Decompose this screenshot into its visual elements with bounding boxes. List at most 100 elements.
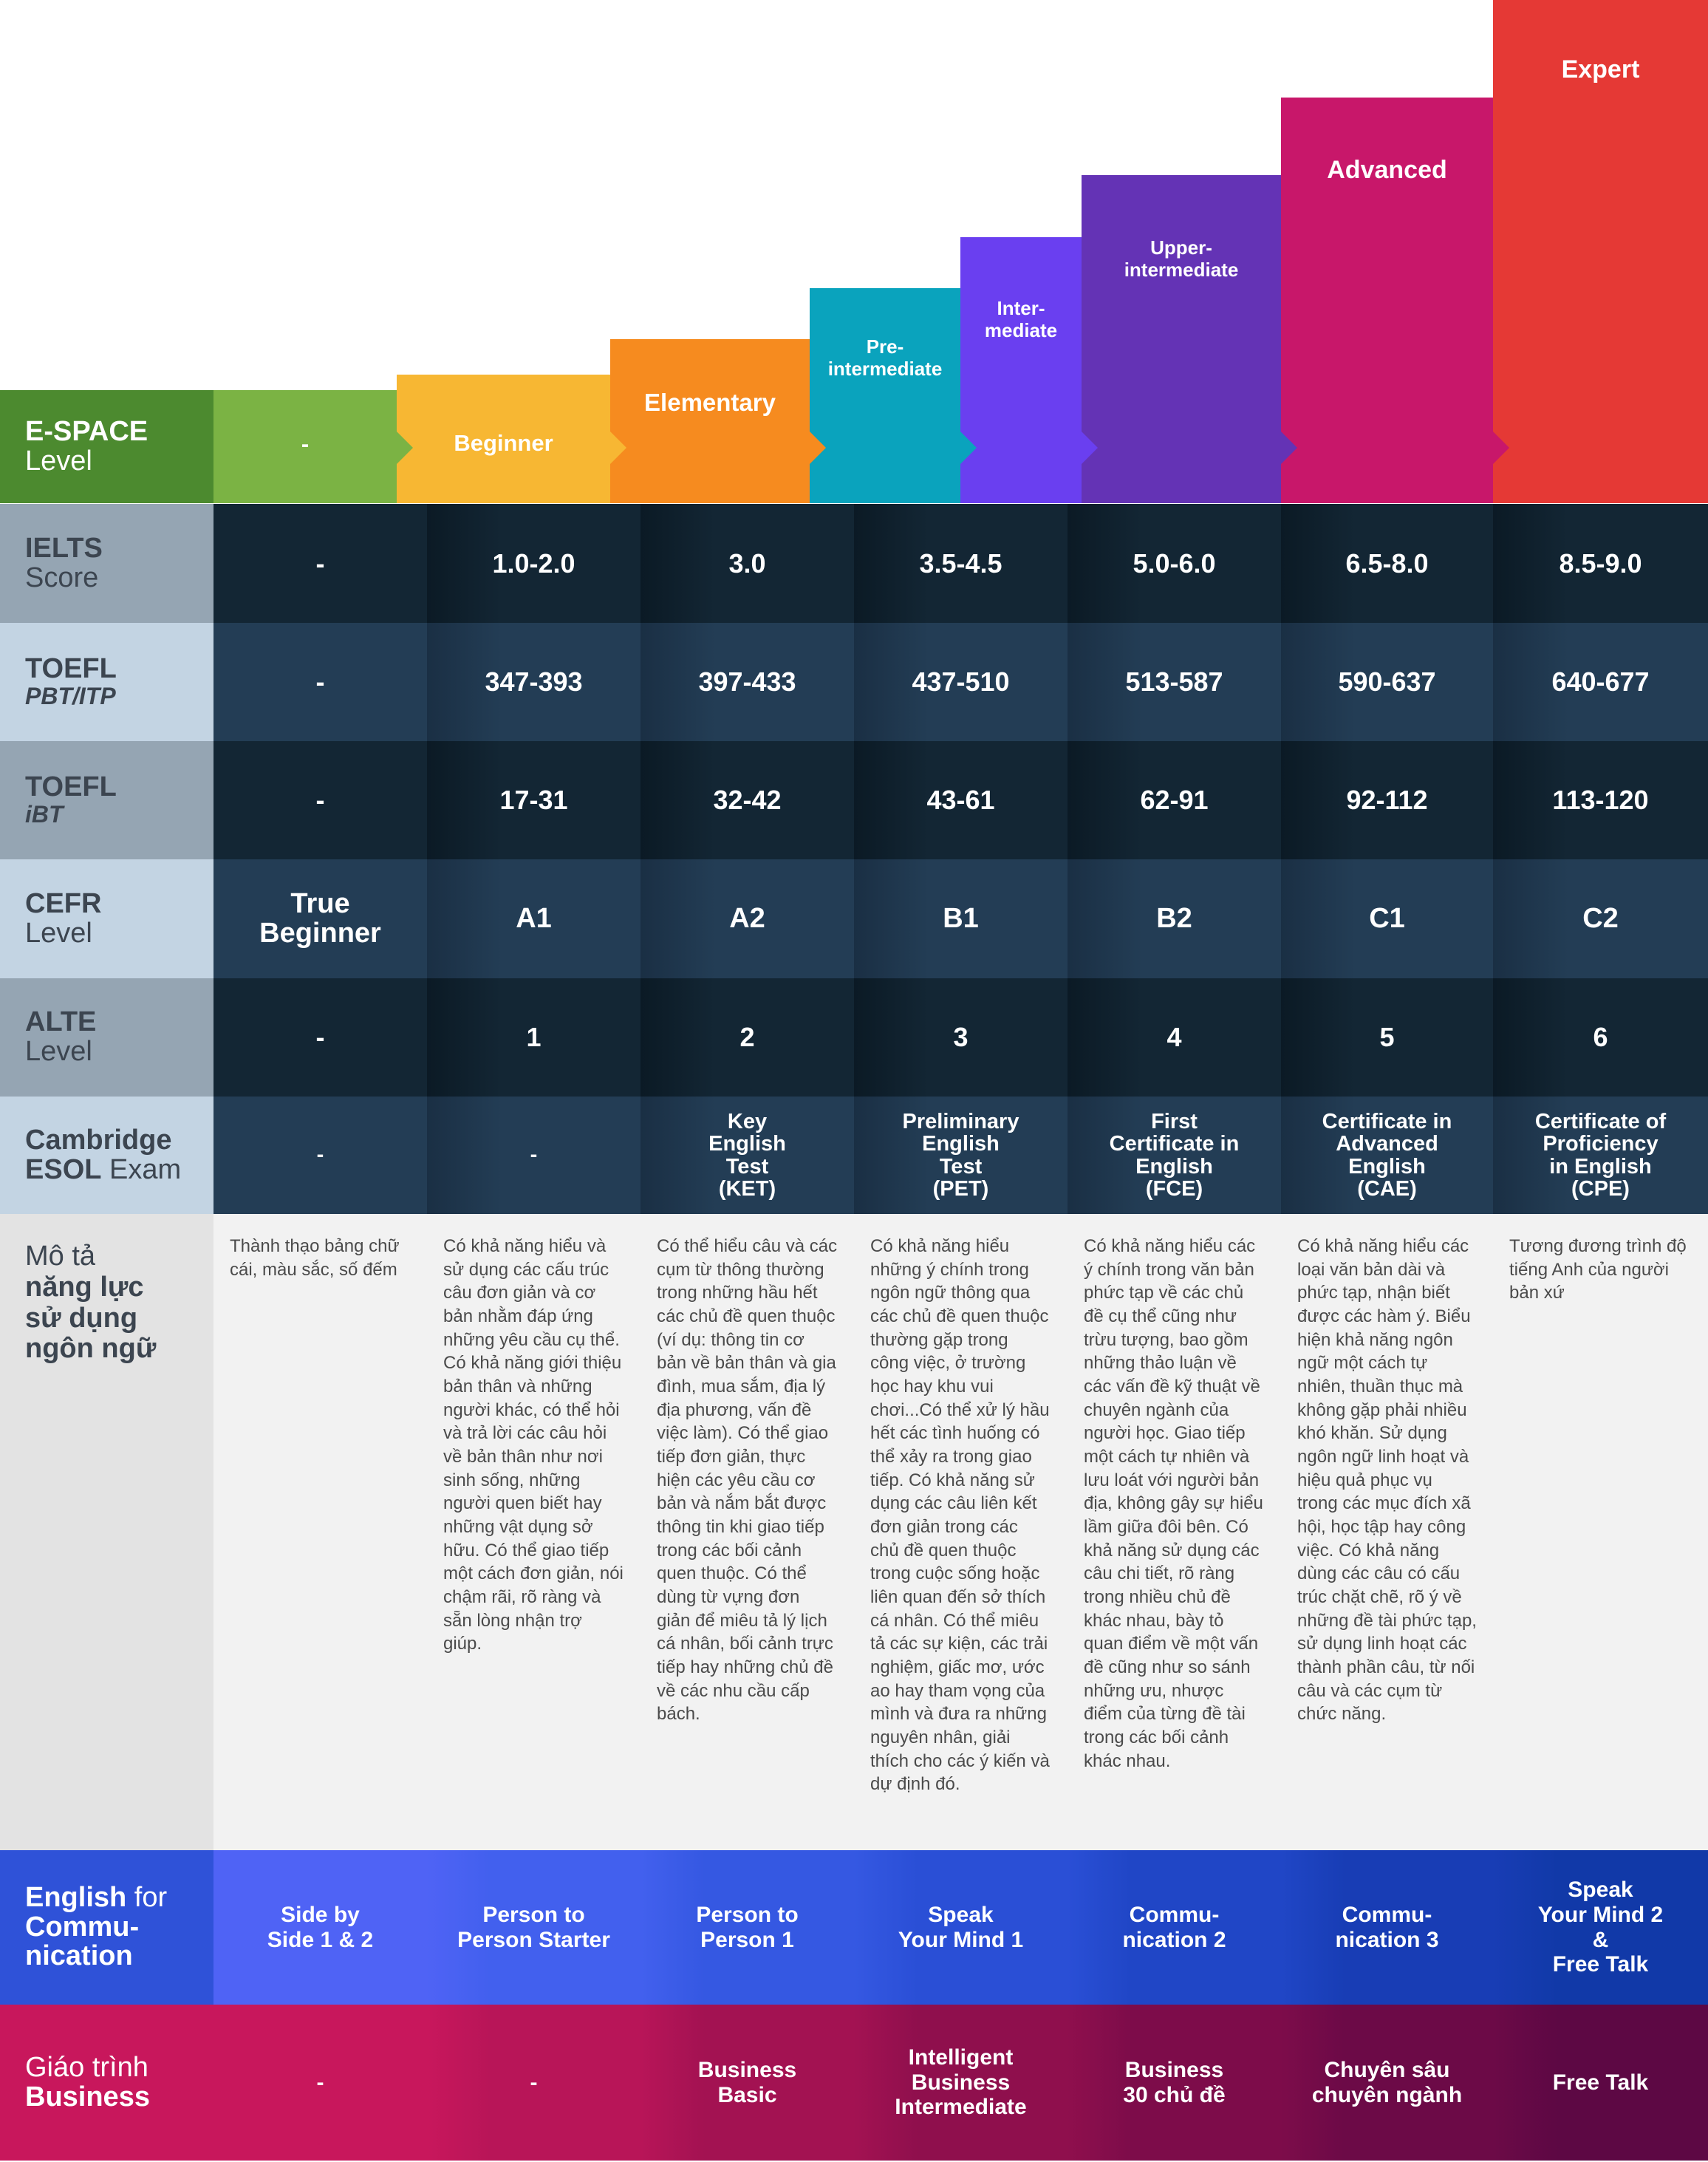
level-name: -	[301, 431, 310, 457]
cell-cambridge: Preliminary English Test (PET)	[854, 1097, 1068, 1214]
level-name: Expert	[1561, 55, 1640, 84]
row-label-toefl_pbt: TOEFL PBT/ITP	[0, 623, 214, 741]
efc-course-cell: Commu- nication 2	[1068, 1850, 1281, 2005]
description-cell: Tương đương trình độ tiếng Anh của người…	[1493, 1214, 1708, 1850]
cell-value: 590-637	[1338, 666, 1436, 698]
cell-value: A1	[516, 902, 552, 934]
description-cell: Có khả năng hiểu các ý chính trong văn b…	[1068, 1214, 1281, 1850]
cell-value: 1.0-2.0	[492, 548, 575, 579]
business-course-cell: Business Basic	[640, 2005, 854, 2161]
cell-ielts: 8.5-9.0	[1493, 504, 1708, 623]
efc-course-cell: Commu- nication 3	[1281, 1850, 1493, 2005]
label-line-2: Business	[25, 2081, 150, 2112]
row-label-cefr: CEFR Level	[0, 859, 214, 978]
cell-toefl_pbt: 397-433	[640, 623, 854, 741]
label-normal-part: Exam	[101, 1153, 182, 1185]
cell-alte: 3	[854, 978, 1068, 1097]
description-area	[214, 1214, 1708, 1850]
step-arrow	[1493, 432, 1509, 464]
label-bold-part: English	[25, 1881, 127, 1913]
description-cell: Có khả năng hiểu các loại văn bản dài và…	[1281, 1214, 1493, 1850]
level-name: Inter- mediate	[984, 297, 1058, 341]
cell-value: 6	[1593, 1022, 1608, 1053]
cell-value: 8.5-9.0	[1559, 548, 1642, 579]
cell-value: -	[315, 1022, 325, 1053]
cell-value: 397-433	[698, 666, 796, 698]
description-text: Thành thạo bảng chữ cái, màu sắc, số đếm	[230, 1236, 400, 1280]
efc-course-name: Person to Person 1	[696, 1902, 799, 1952]
cell-cefr: B1	[854, 859, 1068, 978]
efc-course-cell: Speak Your Mind 2 & Free Talk	[1493, 1850, 1708, 2005]
label-line-1: TOEFL	[25, 771, 117, 803]
cell-ielts: -	[214, 504, 427, 623]
efc-course-cell: Person to Person 1	[640, 1850, 854, 2005]
cell-alte: 2	[640, 978, 854, 1097]
cell-value: Key English Test (KET)	[708, 1109, 786, 1201]
label-line-2: PBT/ITP	[25, 683, 116, 710]
cell-cefr: C1	[1281, 859, 1493, 978]
label-line-bold: năng lực	[25, 1271, 144, 1303]
cell-cambridge: -	[427, 1097, 640, 1214]
level-name: Upper- intermediate	[1124, 236, 1239, 281]
cell-value: True Beginner	[259, 887, 381, 949]
efc-course-cell: Person to Person Starter	[427, 1850, 640, 2005]
level-name: Beginner	[454, 430, 553, 457]
description-cell: Có khả năng hiểu và sử dụng các cấu trúc…	[427, 1214, 640, 1850]
cell-value: 5	[1379, 1022, 1395, 1053]
level-step-5: Upper- intermediate	[1082, 175, 1281, 503]
business-course-cell: Intelligent Business Intermediate	[854, 2005, 1068, 2161]
cell-value: B1	[943, 902, 979, 934]
cell-value: 17-31	[499, 785, 568, 816]
business-course-name: Business 30 chủ đề	[1123, 2057, 1226, 2107]
cell-ielts: 1.0-2.0	[427, 504, 640, 623]
efc-course-name: Side by Side 1 & 2	[267, 1902, 374, 1952]
label-line-2: iBT	[25, 801, 64, 828]
description-text: Có khả năng hiểu các ý chính trong văn b…	[1084, 1236, 1263, 1771]
description-text: Có thể hiểu câu và các cụm từ thông thườ…	[657, 1236, 838, 1725]
cell-cambridge: Certificate of Proficiency in English (C…	[1493, 1097, 1708, 1214]
description-text: Có khả năng hiểu các loại văn bản dài và…	[1297, 1236, 1477, 1725]
cell-value: C2	[1582, 902, 1619, 934]
level-step-1: Beginner	[397, 375, 610, 503]
business-course-name: Free Talk	[1552, 2070, 1649, 2095]
business-course-name: -	[530, 2070, 538, 2095]
level-step-2: Elementary	[610, 339, 810, 503]
label-line-2: ESOL Exam	[25, 1153, 214, 1185]
cell-toefl_pbt: 640-677	[1493, 623, 1708, 741]
step-arrow	[960, 432, 977, 464]
cell-value: 3.5-4.5	[919, 548, 1002, 579]
cell-value: 3	[953, 1022, 969, 1053]
cell-toefl_pbt: 513-587	[1068, 623, 1281, 741]
cell-value: C1	[1369, 902, 1405, 934]
level-step-6: Advanced	[1281, 98, 1493, 503]
cell-ielts: 3.0	[640, 504, 854, 623]
cell-value: 32-42	[713, 785, 782, 816]
efc-course-name: Commu- nication 3	[1335, 1902, 1439, 1952]
step-arrow	[397, 432, 413, 464]
cell-cambridge: -	[214, 1097, 427, 1214]
business-course-cell: -	[427, 2005, 640, 2161]
efc-course-name: Commu- nication 2	[1122, 1902, 1226, 1952]
description-cell: Có thể hiểu câu và các cụm từ thông thườ…	[640, 1214, 854, 1850]
cell-value: 347-393	[485, 666, 583, 698]
step-arrow	[810, 432, 826, 464]
description-cell: Thành thạo bảng chữ cái, màu sắc, số đếm	[214, 1214, 427, 1850]
cell-alte: 1	[427, 978, 640, 1097]
cell-value: 43-61	[926, 785, 995, 816]
cell-cefr: True Beginner	[214, 859, 427, 978]
efc-course-name: Speak Your Mind 1	[898, 1902, 1024, 1952]
step-arrow	[610, 432, 626, 464]
cell-toefl_ibt: 32-42	[640, 741, 854, 859]
row-label-cambridge: Cambridge ESOL Exam	[0, 1097, 214, 1214]
cell-value: B2	[1156, 902, 1192, 934]
level-name: Advanced	[1327, 156, 1447, 185]
cell-value: -	[315, 785, 325, 816]
row-label-toefl_ibt: TOEFL iBT	[0, 741, 214, 859]
business-course-cell: Chuyên sâu chuyên ngành	[1281, 2005, 1493, 2161]
cell-value: A2	[729, 902, 765, 934]
label-line-1: Cambridge	[25, 1124, 172, 1156]
cell-value: 62-91	[1140, 785, 1209, 816]
efc-course-name: Person to Person Starter	[457, 1902, 610, 1952]
cell-value: 3.0	[728, 548, 766, 579]
description-text: Tương đương trình độ tiếng Anh của người…	[1509, 1236, 1687, 1303]
